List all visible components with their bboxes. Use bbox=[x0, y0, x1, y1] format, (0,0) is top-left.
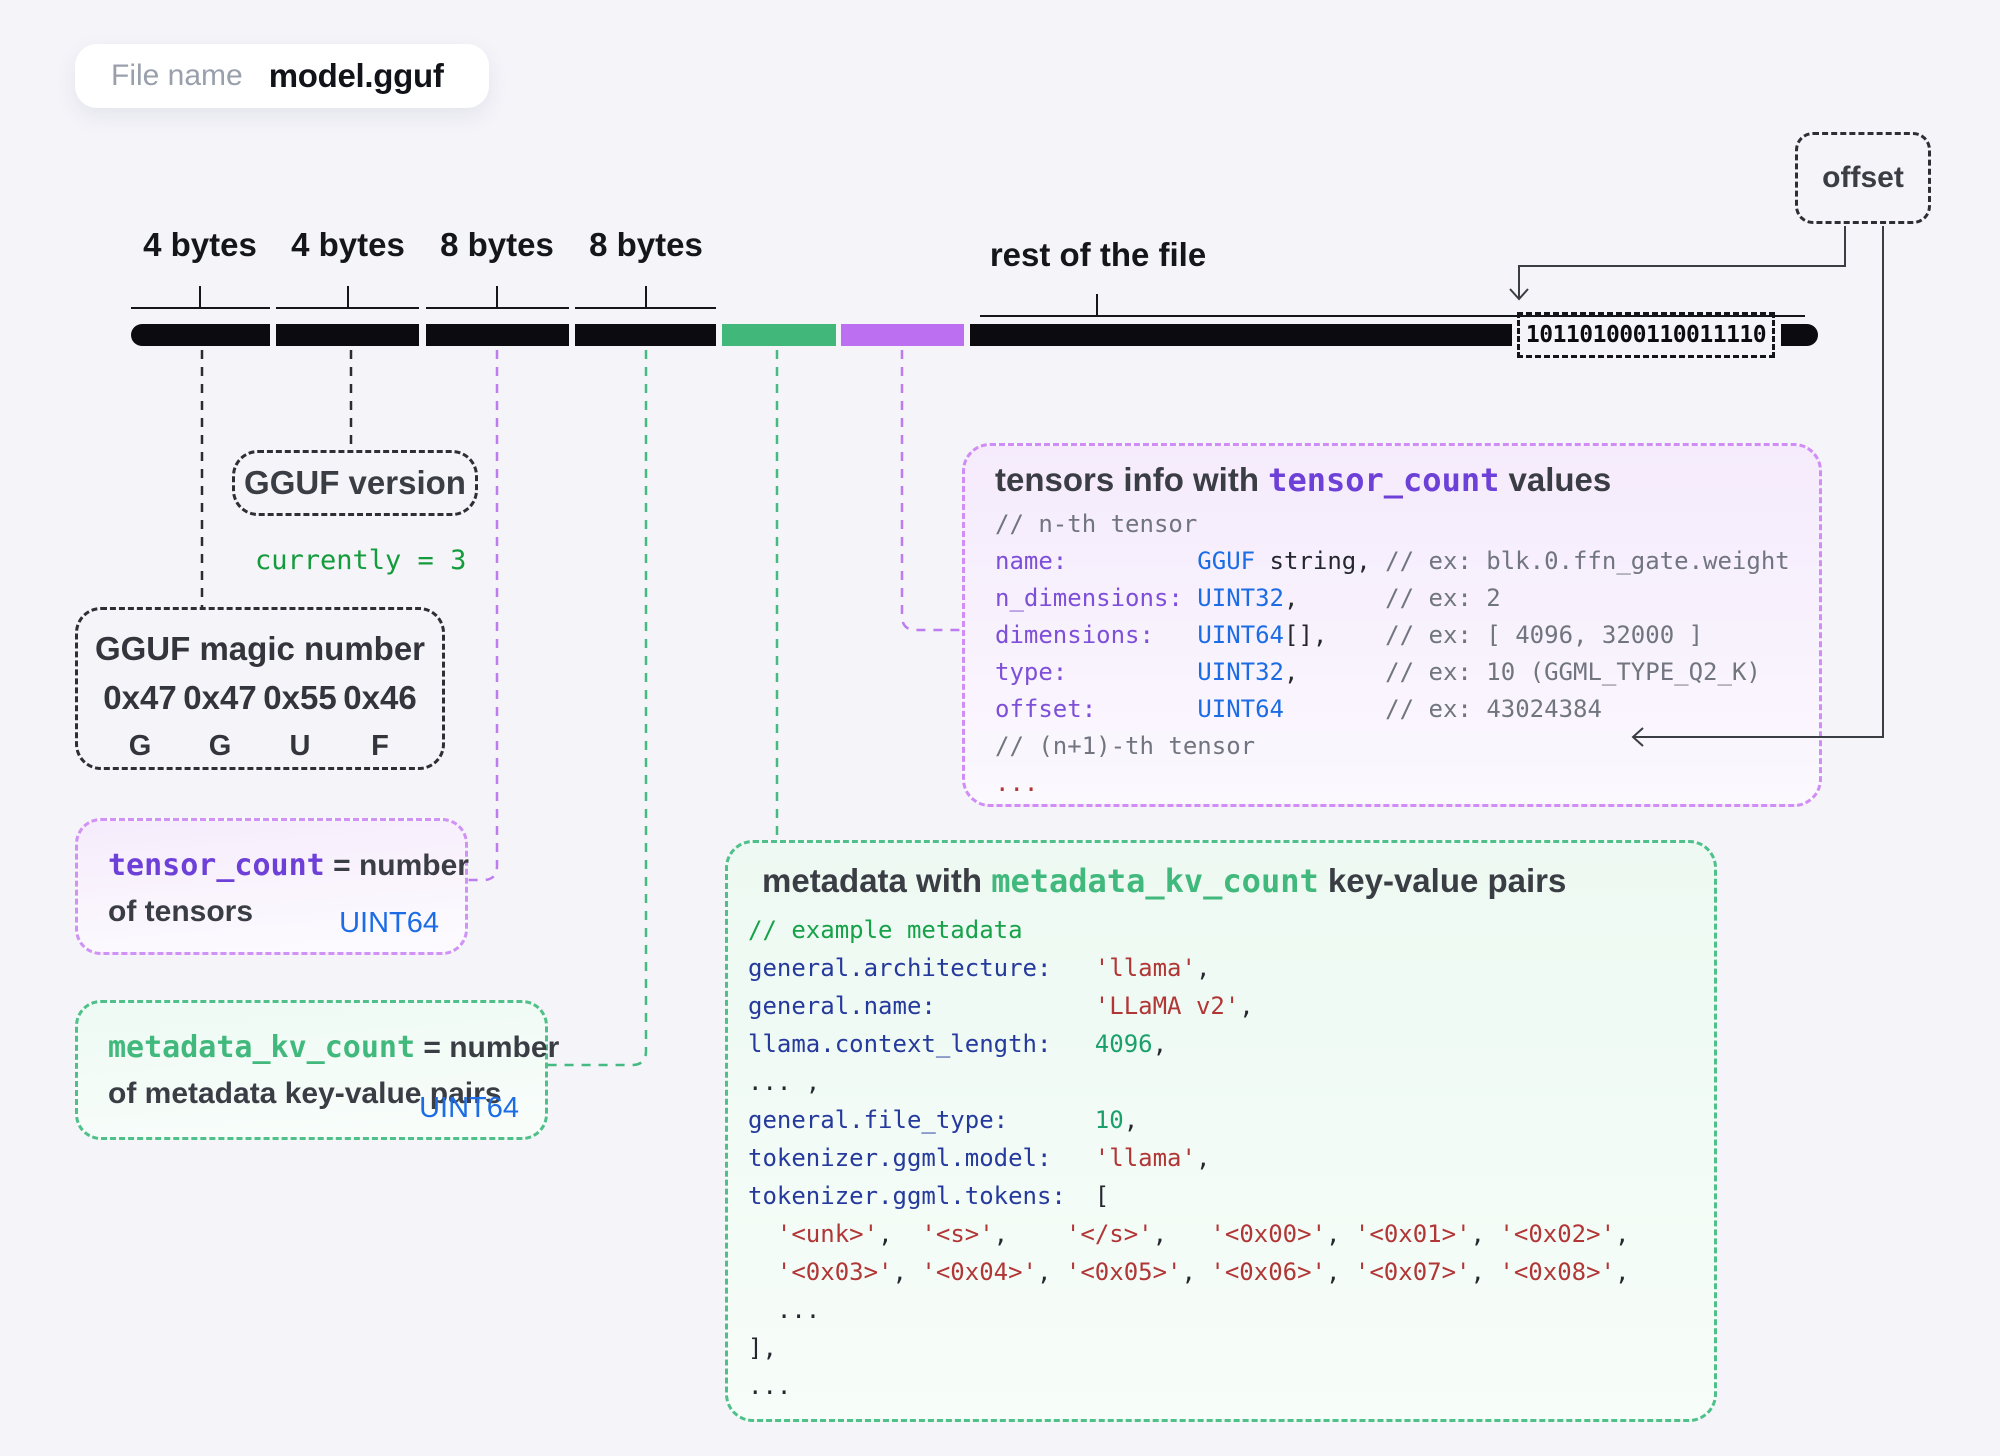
byte-label-4: 8 bytes bbox=[589, 226, 703, 263]
code-line: ... bbox=[995, 769, 1039, 797]
code-line: general.name: 'LLaMA v2', bbox=[748, 992, 1254, 1020]
code-line: '<0x03>', '<0x04>', '<0x05>', '<0x06>', … bbox=[776, 1258, 1630, 1286]
metadata-kv-heading: metadata_kv_count = number bbox=[108, 1030, 560, 1065]
code-line: dimensions: UINT64[], // ex: [ 4096, 320… bbox=[995, 621, 1704, 649]
bracket-4bytes-1 bbox=[131, 286, 270, 309]
offset-binary-value: 101101000110011110 bbox=[1525, 322, 1767, 348]
code-line: n_dimensions: UINT32, // ex: 2 bbox=[995, 584, 1501, 612]
connector-tensor-count bbox=[468, 350, 499, 882]
magic-number-chars-row: G G U F bbox=[100, 722, 420, 771]
rest-of-file-label: rest of the file bbox=[989, 236, 1207, 273]
bracket-8bytes-2 bbox=[575, 286, 716, 309]
tensors-code-block: // n-th tensor name: GGUF string, // ex: … bbox=[965, 502, 1819, 802]
code-line: '<unk>', '<s>', '</s>', '<0x00>', '<0x01… bbox=[776, 1220, 1630, 1248]
bar-segment-version bbox=[276, 324, 419, 346]
magic-hex-byte: 0x46 bbox=[343, 679, 417, 716]
magic-char: G bbox=[208, 730, 232, 762]
file-name-value: model.gguf bbox=[268, 57, 444, 94]
offset-binary-box: 101101000110011110 bbox=[1517, 312, 1775, 358]
metadata-code-block: // example metadata general.architecture:… bbox=[728, 903, 1714, 1405]
magic-char: G bbox=[128, 730, 152, 762]
metadata-kv-line2: of metadata key-value pairs bbox=[108, 1077, 502, 1110]
gguf-version-title: GGUF version bbox=[244, 464, 466, 501]
code-line: // (n+1)-th tensor bbox=[995, 732, 1256, 760]
magic-hex-byte: 0x47 bbox=[103, 679, 177, 716]
byte-label-2: 4 bytes bbox=[291, 226, 405, 263]
tensor-count-heading: tensor_count = number bbox=[108, 848, 469, 883]
connector-tensors-box bbox=[900, 350, 962, 632]
code-line: offset: UINT64 // ex: 43024384 bbox=[995, 695, 1602, 723]
tensor-count-box: tensor_count = number of tensors UINT64 bbox=[75, 818, 469, 955]
code-line: tokenizer.ggml.model: 'llama', bbox=[748, 1144, 1211, 1172]
magic-hex-byte: 0x47 bbox=[183, 679, 257, 716]
code-line: ... , bbox=[748, 1068, 821, 1096]
offset-box: offset bbox=[1795, 132, 1931, 224]
gguf-version-note: currently = 3 bbox=[255, 545, 467, 576]
bar-segment-rest bbox=[970, 324, 1512, 346]
code-line: type: UINT32, // ex: 10 (GGML_TYPE_Q2_K) bbox=[995, 658, 1761, 686]
code-line: tokenizer.ggml.tokens: [ bbox=[748, 1182, 1110, 1210]
bracket-8bytes-1 bbox=[426, 286, 569, 309]
code-line: // n-th tensor bbox=[995, 510, 1198, 538]
bar-segment-rest-cap bbox=[1781, 324, 1818, 346]
magic-number-hex-row: 0x47 0x47 0x55 0x46 bbox=[100, 673, 420, 722]
metadata-kv-count-box: metadata_kv_count = number of metadata k… bbox=[75, 1000, 560, 1140]
byte-label-1: 4 bytes bbox=[143, 226, 257, 263]
tensor-count-type: UINT64 bbox=[339, 907, 439, 939]
code-line: ... bbox=[748, 1296, 821, 1324]
metadata-title: metadata with metadata_kv_count key-valu… bbox=[762, 862, 1567, 900]
gguf-magic-number-box: GGUF magic number 0x47 0x47 0x55 0x46 G … bbox=[75, 607, 445, 770]
metadata-kv-type: UINT64 bbox=[419, 1092, 519, 1124]
bar-segment-metadata bbox=[722, 324, 836, 346]
code-line: // example metadata bbox=[748, 916, 1023, 944]
code-line: ], bbox=[748, 1334, 777, 1362]
magic-char: U bbox=[289, 730, 311, 762]
offset-line-to-binary bbox=[1518, 226, 1846, 298]
code-line: ... bbox=[748, 1372, 792, 1400]
code-line: name: GGUF string, // ex: blk.0.ffn_gate… bbox=[995, 547, 1790, 575]
byte-label-3: 8 bytes bbox=[440, 226, 554, 263]
bracket-4bytes-2 bbox=[276, 286, 419, 309]
magic-char: F bbox=[371, 730, 389, 762]
gguf-version-box: GGUF version bbox=[232, 450, 478, 516]
code-line: general.file_type: 10, bbox=[748, 1106, 1139, 1134]
file-name-label: File name bbox=[111, 59, 243, 92]
code-line: llama.context_length: 4096, bbox=[748, 1030, 1168, 1058]
tensors-info-title: tensors info with tensor_count values bbox=[995, 461, 1612, 499]
offset-arrow-down-icon bbox=[1509, 288, 1529, 301]
metadata-box: metadata with metadata_kv_count key-valu… bbox=[725, 840, 1717, 1422]
bar-segment-tensors-info bbox=[841, 324, 964, 346]
bar-segment-tensor-count bbox=[426, 324, 569, 346]
offset-label: offset bbox=[1822, 161, 1904, 194]
tensors-info-box: tensors info with tensor_count values //… bbox=[962, 443, 1822, 807]
magic-number-title: GGUF magic number bbox=[94, 630, 426, 667]
connector-metadata-kv-count bbox=[548, 350, 648, 1067]
file-name-pill: File name model.gguf bbox=[75, 44, 489, 108]
magic-hex-byte: 0x55 bbox=[263, 679, 337, 716]
tensor-count-line2: of tensors bbox=[108, 895, 254, 928]
bar-segment-magic bbox=[131, 324, 270, 346]
code-line: general.architecture: 'llama', bbox=[748, 954, 1211, 982]
bar-segment-metadata-kv-count bbox=[575, 324, 716, 346]
